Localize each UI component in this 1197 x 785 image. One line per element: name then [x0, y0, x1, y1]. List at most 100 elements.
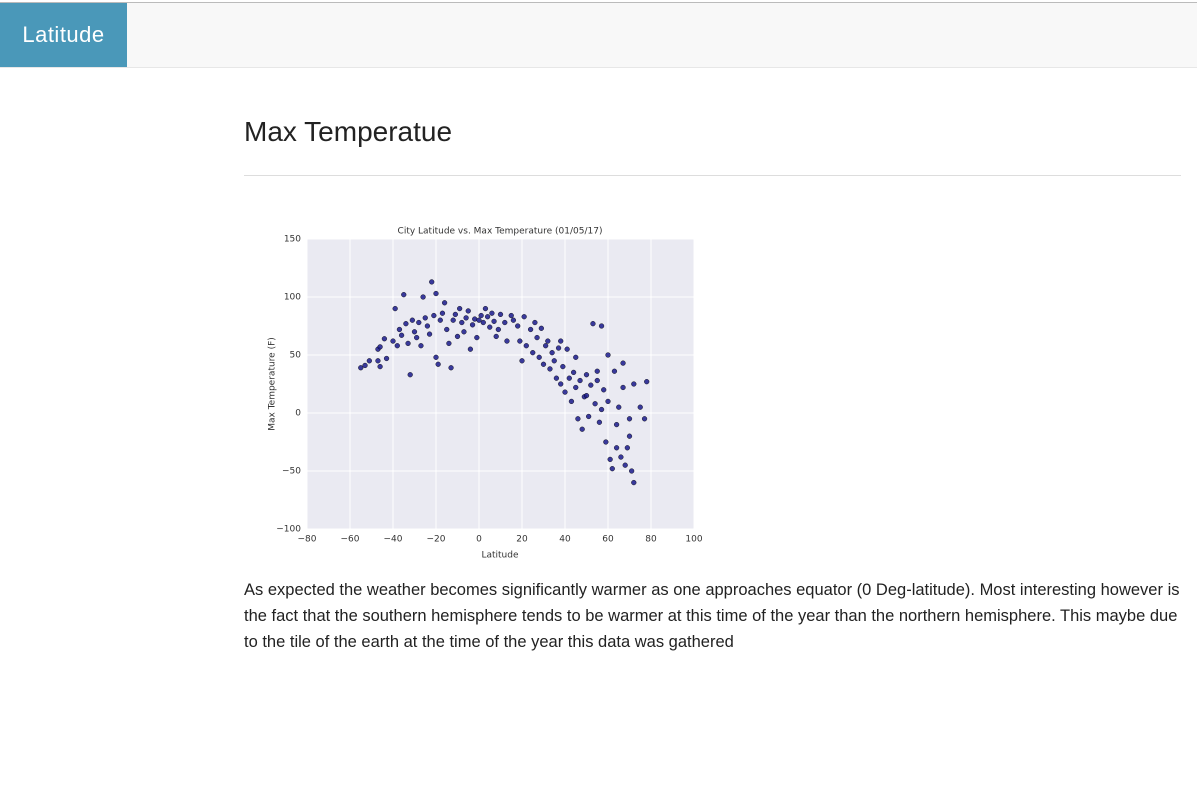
- y-tick-label: 50: [290, 351, 302, 361]
- point: [530, 350, 536, 356]
- heading: Max Temperatue: [244, 116, 453, 147]
- point: [407, 372, 413, 378]
- x-tick-label: −20: [427, 535, 446, 545]
- x-tick-label: 40: [559, 535, 571, 545]
- point: [641, 416, 648, 422]
- point: [622, 462, 628, 468]
- point: [446, 340, 452, 347]
- point: [454, 333, 461, 340]
- point: [549, 350, 555, 356]
- point: [596, 419, 603, 425]
- point: [620, 360, 626, 366]
- point: [429, 279, 435, 285]
- point: [444, 326, 450, 333]
- point: [394, 343, 400, 349]
- point: [461, 329, 467, 335]
- point: [383, 355, 390, 362]
- point: [560, 364, 566, 370]
- point: [399, 332, 405, 338]
- point: [442, 300, 448, 306]
- x-tick-label: −80: [298, 535, 317, 545]
- point: [392, 305, 398, 312]
- point: [614, 445, 620, 451]
- point: [502, 319, 508, 326]
- point: [366, 358, 372, 364]
- point: [478, 312, 484, 319]
- point: [534, 334, 540, 341]
- point: [571, 369, 577, 376]
- point: [377, 364, 383, 370]
- point: [583, 372, 590, 378]
- x-tick-label: 0: [476, 535, 482, 545]
- point: [577, 377, 583, 384]
- point: [401, 292, 407, 298]
- point: [381, 336, 388, 342]
- point: [528, 326, 534, 333]
- x-tick-label: 60: [602, 535, 614, 545]
- point: [586, 413, 592, 420]
- point: [618, 454, 624, 460]
- point: [551, 358, 557, 364]
- point: [508, 312, 514, 319]
- point: [459, 319, 465, 326]
- point: [431, 312, 437, 319]
- point: [558, 338, 564, 344]
- point: [545, 338, 551, 344]
- y-tick-label: −100: [276, 525, 301, 535]
- point: [594, 377, 600, 384]
- point: [414, 334, 420, 341]
- chart-title: City Latitude vs. Max Temperature (01/05…: [398, 227, 603, 237]
- point: [452, 311, 458, 318]
- navbar: Latitude: [0, 2, 1197, 68]
- point: [540, 361, 547, 367]
- point: [631, 480, 637, 486]
- point: [411, 329, 418, 335]
- point: [482, 305, 489, 312]
- point: [504, 338, 510, 344]
- point: [489, 310, 495, 316]
- point: [590, 321, 596, 327]
- point: [605, 352, 611, 358]
- point: [519, 358, 525, 364]
- point: [495, 326, 501, 333]
- point: [467, 346, 474, 352]
- navbar-brand[interactable]: Latitude: [0, 3, 127, 67]
- point: [579, 426, 585, 432]
- point: [433, 354, 439, 360]
- point: [420, 294, 426, 300]
- x-tick-label: −40: [384, 535, 403, 545]
- point: [396, 326, 403, 333]
- y-tick-label: 150: [284, 235, 301, 245]
- point: [603, 439, 609, 445]
- point: [480, 319, 486, 326]
- point: [409, 317, 415, 323]
- point: [491, 318, 497, 324]
- point: [405, 340, 411, 347]
- point: [611, 368, 618, 374]
- x-tick-label: 20: [516, 535, 528, 545]
- point: [538, 325, 544, 331]
- point: [555, 345, 562, 351]
- y-axis-label: Max Temperature (F): [268, 337, 278, 431]
- point: [450, 317, 456, 323]
- point: [620, 384, 626, 391]
- y-tick-label: 100: [284, 293, 301, 303]
- point: [616, 404, 622, 410]
- point: [583, 393, 590, 399]
- point: [626, 433, 633, 439]
- chart: City Latitude vs. Max Temperature (01/05…: [268, 227, 703, 561]
- point: [418, 343, 424, 349]
- x-axis-label: Latitude: [481, 551, 519, 561]
- point: [390, 338, 396, 344]
- point: [547, 366, 553, 372]
- point: [637, 404, 643, 410]
- point: [457, 305, 463, 312]
- point: [558, 381, 564, 387]
- point: [598, 406, 605, 413]
- point: [523, 343, 529, 349]
- point: [598, 323, 605, 329]
- x-tick-label: −60: [341, 535, 360, 545]
- point: [614, 422, 620, 428]
- point: [573, 384, 579, 391]
- point: [375, 358, 381, 364]
